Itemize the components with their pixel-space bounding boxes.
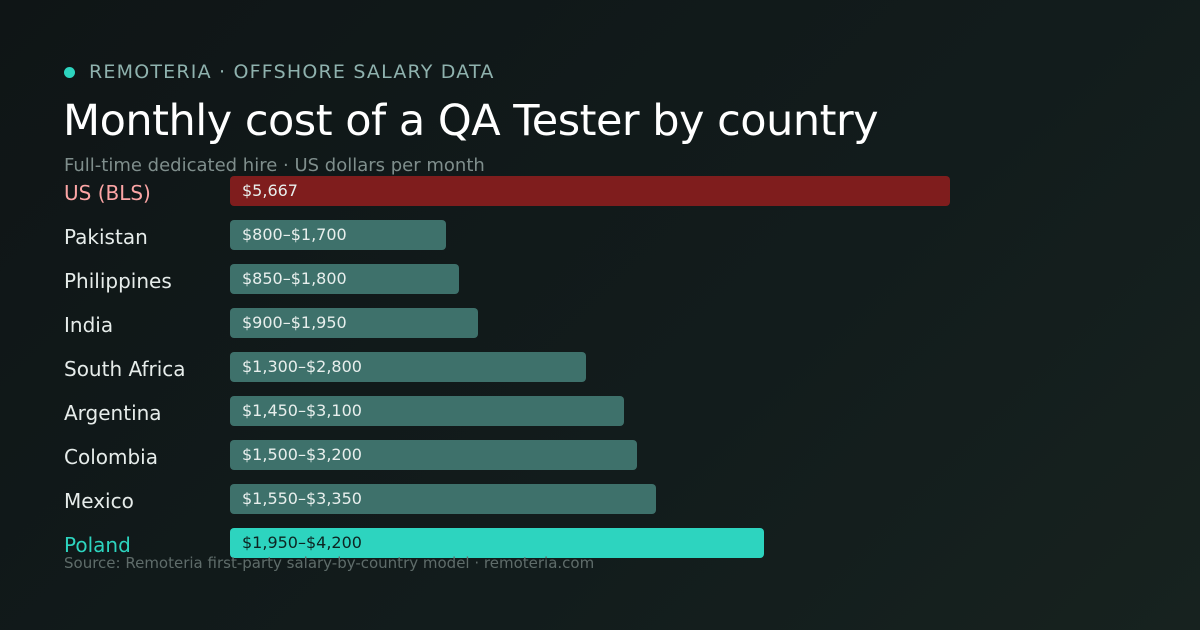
value-label: $850–$1,800 <box>242 269 347 288</box>
brand-text: REMOTERIA · OFFSHORE SALARY DATA <box>89 61 495 83</box>
category-label: Mexico <box>64 489 134 513</box>
value-label: $1,550–$3,350 <box>242 489 362 508</box>
value-label: $1,300–$2,800 <box>242 357 362 376</box>
value-label: $5,667 <box>242 181 298 200</box>
data-bar: $800–$1,700 <box>230 220 446 250</box>
data-bar: $850–$1,800 <box>230 264 459 294</box>
data-bar: $1,300–$2,800 <box>230 352 586 382</box>
chart-title: Monthly cost of a QA Tester by country <box>63 96 879 146</box>
data-bar: $1,550–$3,350 <box>230 484 656 514</box>
category-label: Philippines <box>64 269 172 293</box>
brand-header: REMOTERIA · OFFSHORE SALARY DATA <box>64 60 495 84</box>
category-label: Pakistan <box>64 225 148 249</box>
data-bar: $900–$1,950 <box>230 308 478 338</box>
data-bar: $1,500–$3,200 <box>230 440 637 470</box>
brand-dot-icon <box>64 66 75 78</box>
value-label: $1,950–$4,200 <box>242 533 362 552</box>
category-label: South Africa <box>64 357 186 381</box>
data-bar: $1,950–$4,200 <box>230 528 764 558</box>
value-label: $800–$1,700 <box>242 225 347 244</box>
value-label: $1,500–$3,200 <box>242 445 362 464</box>
category-label: Argentina <box>64 401 162 425</box>
category-label: US (BLS) <box>64 181 151 205</box>
category-label: Poland <box>64 533 131 557</box>
value-label: $1,450–$3,100 <box>242 401 362 420</box>
data-bar: $1,450–$3,100 <box>230 396 624 426</box>
data-bar: $5,667 <box>230 176 950 206</box>
value-label: $900–$1,950 <box>242 313 347 332</box>
category-label: Colombia <box>64 445 158 469</box>
source-note: Source: Remoteria first-party salary-by-… <box>64 554 595 572</box>
category-label: India <box>64 313 114 337</box>
chart-subtitle: Full-time dedicated hire · US dollars pe… <box>64 155 485 176</box>
